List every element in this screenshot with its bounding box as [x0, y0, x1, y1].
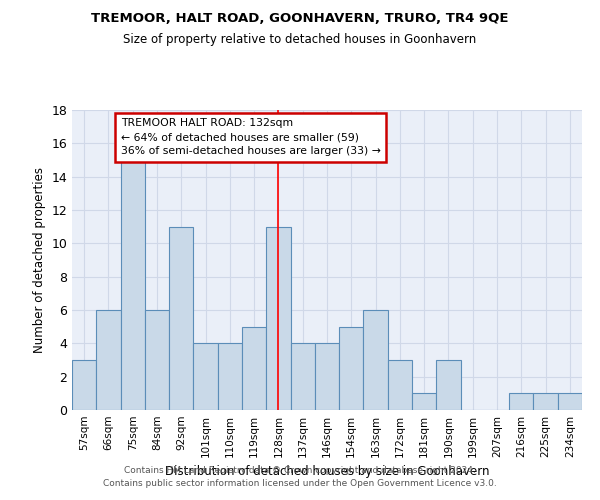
Bar	[315, 344, 339, 410]
Bar	[145, 310, 169, 410]
Bar	[72, 360, 96, 410]
Bar	[339, 326, 364, 410]
Text: TREMOOR HALT ROAD: 132sqm
← 64% of detached houses are smaller (59)
36% of semi-: TREMOOR HALT ROAD: 132sqm ← 64% of detac…	[121, 118, 380, 156]
Bar	[558, 394, 582, 410]
Bar	[218, 344, 242, 410]
Bar	[388, 360, 412, 410]
Text: Size of property relative to detached houses in Goonhavern: Size of property relative to detached ho…	[124, 32, 476, 46]
Bar	[96, 310, 121, 410]
Bar	[266, 226, 290, 410]
Bar	[242, 326, 266, 410]
Y-axis label: Number of detached properties: Number of detached properties	[33, 167, 46, 353]
Bar	[509, 394, 533, 410]
Bar	[169, 226, 193, 410]
Bar	[121, 160, 145, 410]
Bar	[290, 344, 315, 410]
Text: Contains HM Land Registry data © Crown copyright and database right 2024.
Contai: Contains HM Land Registry data © Crown c…	[103, 466, 497, 487]
Bar	[436, 360, 461, 410]
Bar	[412, 394, 436, 410]
Bar	[364, 310, 388, 410]
Text: TREMOOR, HALT ROAD, GOONHAVERN, TRURO, TR4 9QE: TREMOOR, HALT ROAD, GOONHAVERN, TRURO, T…	[91, 12, 509, 26]
X-axis label: Distribution of detached houses by size in Goonhavern: Distribution of detached houses by size …	[165, 466, 489, 478]
Bar	[193, 344, 218, 410]
Bar	[533, 394, 558, 410]
